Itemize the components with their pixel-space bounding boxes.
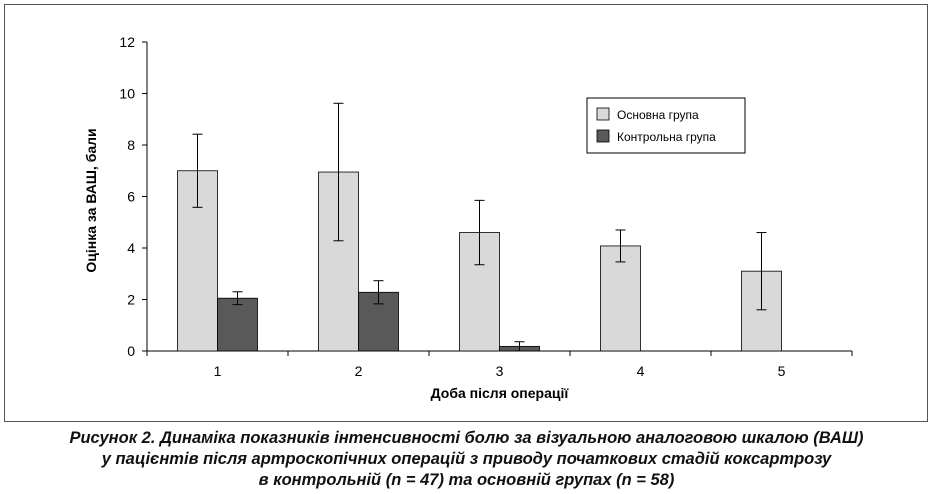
- y-tick-label: 6: [127, 189, 135, 205]
- y-tick-label: 4: [127, 240, 135, 256]
- chart-frame: [4, 4, 928, 422]
- y-axis-title: Оцінка за ВАШ, бали: [83, 128, 99, 272]
- y-tick-label: 10: [119, 86, 135, 102]
- legend-label: Контрольна група: [617, 130, 716, 144]
- caption-line-1: Рисунок 2. Динаміка показників інтенсивн…: [69, 429, 864, 447]
- y-tick-label: 0: [127, 343, 135, 359]
- x-tick-label: 2: [355, 363, 363, 379]
- legend-box: [586, 97, 746, 154]
- x-tick-label: 4: [637, 363, 645, 379]
- x-tick-label: 1: [214, 363, 222, 379]
- legend-swatch: [596, 129, 610, 143]
- y-tick-label: 2: [127, 292, 135, 308]
- x-axis-title: Доба після операції: [431, 385, 570, 401]
- legend-swatch: [596, 107, 610, 121]
- bar: [217, 297, 258, 352]
- x-tick-label: 3: [496, 363, 504, 379]
- figure-caption: Рисунок 2. Динаміка показників інтенсивн…: [0, 428, 933, 491]
- caption-line-3: в контрольній (n = 47) та основній група…: [258, 471, 675, 489]
- y-tick-label: 8: [127, 137, 135, 153]
- y-tick-label: 12: [119, 34, 135, 50]
- x-tick-label: 5: [778, 363, 786, 379]
- legend-label: Основна група: [617, 108, 699, 122]
- caption-line-2: у пацієнтів після артроскопічних операці…: [101, 450, 832, 468]
